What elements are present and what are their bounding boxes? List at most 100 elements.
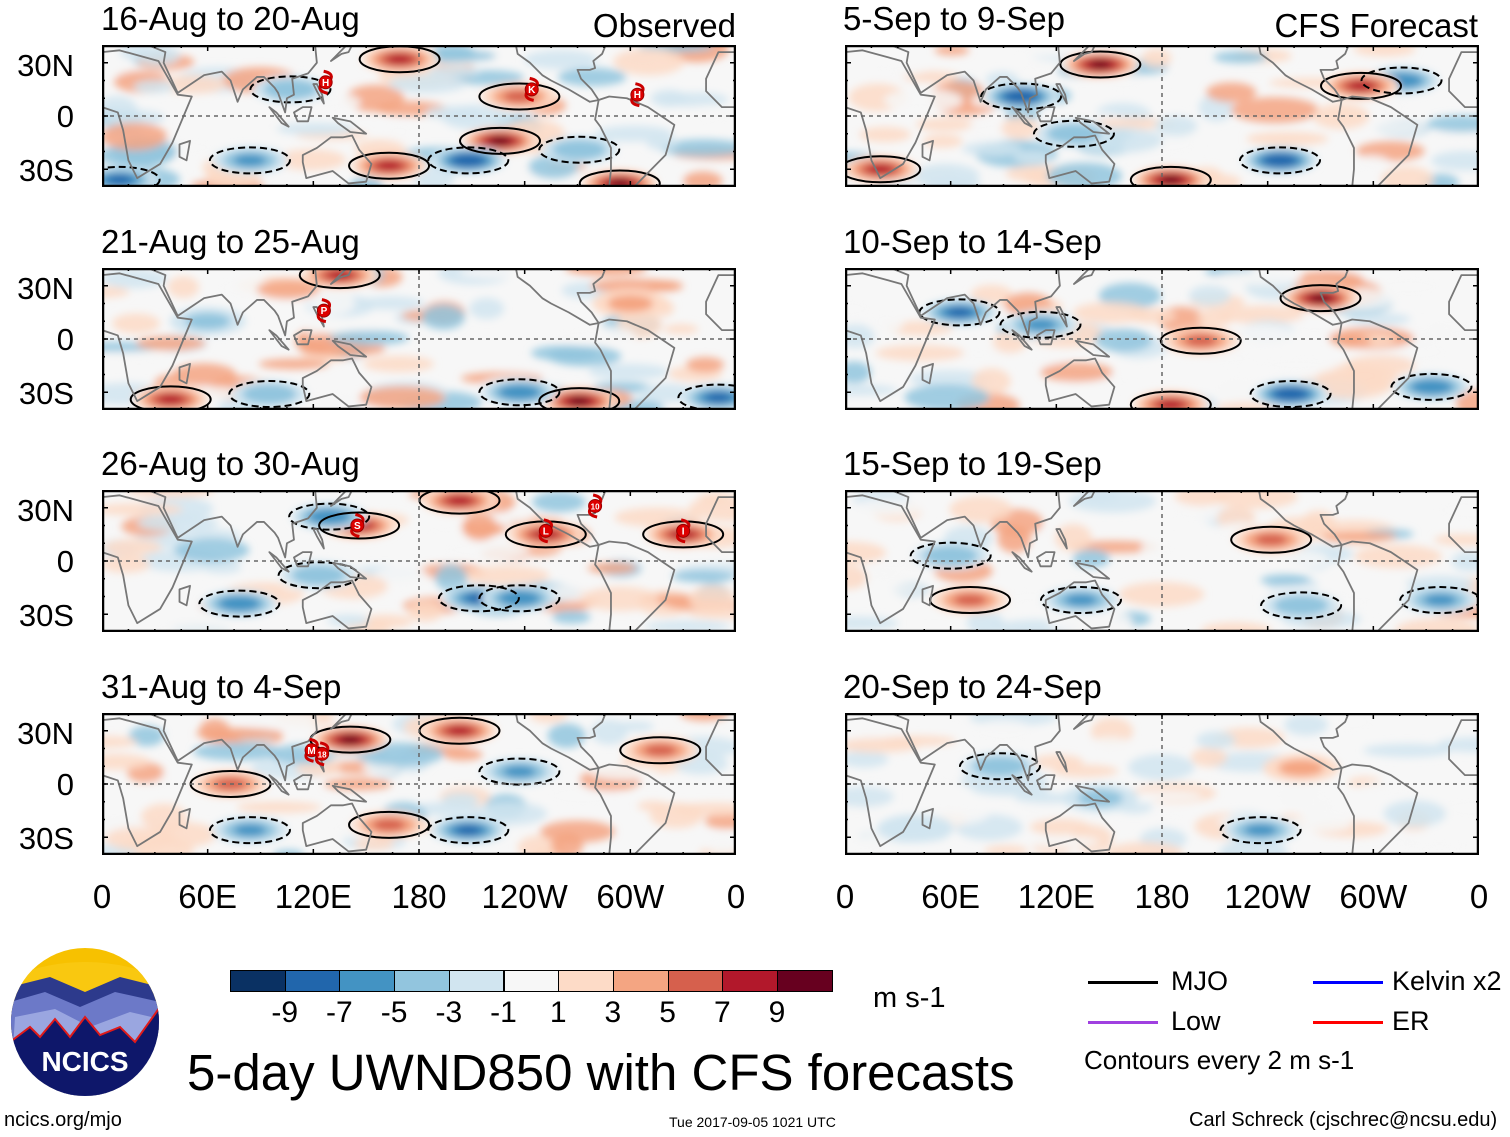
coastline	[845, 494, 936, 625]
panel-title: 10-Sep to 14-Sep	[843, 223, 1102, 260]
noise-blob	[1260, 574, 1311, 586]
contour-negative	[980, 82, 1063, 111]
anomaly-mark	[455, 825, 481, 835]
noise-blob	[241, 713, 318, 730]
noise-blob	[1451, 551, 1479, 572]
coastline	[1055, 751, 1068, 773]
anomaly-mark	[607, 295, 654, 312]
coastline	[301, 579, 373, 630]
storm-marker[interactable]: 18	[314, 741, 330, 767]
noise-blob	[590, 765, 658, 781]
contour-negative	[208, 146, 291, 175]
noise-blob	[524, 50, 598, 70]
forecast-label: CFS Forecast	[1274, 7, 1478, 44]
noise-blob	[329, 330, 409, 346]
noise-blob	[415, 801, 478, 817]
noise-blob	[1368, 122, 1428, 135]
timestamp: Tue 2017-09-05 1021 UTC	[669, 1114, 836, 1130]
contour-negative	[478, 378, 561, 407]
storm-dot	[630, 87, 645, 102]
site-link[interactable]: ncics.org/mjo	[4, 1109, 122, 1131]
coastline	[705, 274, 736, 332]
coastline	[921, 807, 934, 830]
noise-blob	[435, 564, 468, 592]
noise-blob	[845, 737, 920, 753]
noise-blob	[102, 753, 151, 770]
noise-blob	[137, 514, 219, 533]
contour-positive	[1320, 71, 1403, 100]
coastline	[1073, 268, 1096, 285]
noise-blob	[1195, 731, 1236, 749]
coastline	[268, 106, 290, 128]
noise-blob	[697, 492, 732, 503]
anomaly-mark	[184, 312, 231, 330]
coastline	[331, 116, 368, 135]
noise-blob	[646, 135, 679, 151]
storm-label: H	[634, 90, 641, 101]
storm-marker[interactable]: M	[304, 737, 319, 763]
noise-blob	[1218, 324, 1299, 350]
noise-blob	[1128, 307, 1176, 324]
lat-label: 30N	[17, 716, 74, 751]
storm-marker[interactable]: H	[318, 69, 333, 95]
legend-low-label: Low	[1171, 1006, 1221, 1036]
noise-blob	[199, 718, 231, 743]
coastline	[1337, 95, 1419, 187]
noise-blob	[102, 555, 151, 573]
storm-marker[interactable]: I	[675, 518, 691, 544]
map-svg: P	[102, 268, 736, 410]
anomaly-mark	[226, 598, 253, 609]
map-panel: H K H	[102, 45, 736, 187]
storm-marker[interactable]: S	[350, 513, 365, 538]
coastline	[1073, 713, 1096, 730]
storm-marker[interactable]: 10	[587, 493, 603, 519]
noise-blob	[1284, 714, 1329, 736]
colorbar-label: 3	[604, 996, 622, 1029]
noise-blob	[1352, 155, 1392, 175]
lon-label: 180	[391, 878, 447, 915]
storm-marker[interactable]: L	[538, 518, 553, 544]
colorbar-label: -5	[380, 996, 408, 1029]
colorbar-swatch	[722, 970, 778, 992]
contour-negative	[958, 752, 1041, 781]
colorbar-units: m s-1	[873, 982, 946, 1014]
storm-marker[interactable]: P	[316, 298, 332, 324]
noise-blob	[845, 296, 874, 322]
noise-blob	[1433, 496, 1479, 525]
storm-marker[interactable]: H	[630, 82, 645, 108]
map-panel	[845, 490, 1479, 632]
anomaly-mark	[1010, 92, 1032, 101]
storm-dot	[676, 523, 691, 538]
storm-marker[interactable]: K	[524, 76, 539, 102]
observed-label: Observed	[592, 7, 736, 44]
lat-label: 30N	[17, 493, 74, 528]
coastline	[301, 134, 373, 185]
coastline	[1044, 357, 1116, 408]
coastline	[178, 139, 191, 162]
coastline	[705, 719, 736, 777]
colorbar-label: -9	[271, 996, 299, 1029]
noise-blob	[1013, 150, 1052, 164]
noise-blob	[1363, 743, 1452, 758]
noise-blob	[1336, 335, 1372, 347]
lat-label: 30S	[18, 821, 74, 856]
coastline	[102, 494, 193, 625]
noise-blob	[704, 812, 736, 830]
coastline	[146, 45, 318, 114]
noise-blob	[1213, 490, 1299, 509]
coastline	[889, 490, 1061, 559]
contour-negative	[102, 165, 161, 187]
noise-blob	[547, 346, 622, 367]
colorbar-swatch	[230, 970, 286, 992]
colorbar-label: 5	[659, 996, 676, 1029]
storm-label: K	[528, 85, 536, 96]
panel-title: 5-Sep to 9-Sep	[843, 0, 1065, 37]
lon-label: 0	[835, 878, 855, 915]
coastline	[921, 584, 934, 607]
noise-blob	[1200, 622, 1272, 632]
noise-blob	[645, 620, 731, 632]
coastline	[921, 362, 934, 385]
storm-label: P	[321, 306, 328, 317]
noise-blob	[1047, 607, 1133, 632]
anomaly-mark	[158, 394, 184, 405]
